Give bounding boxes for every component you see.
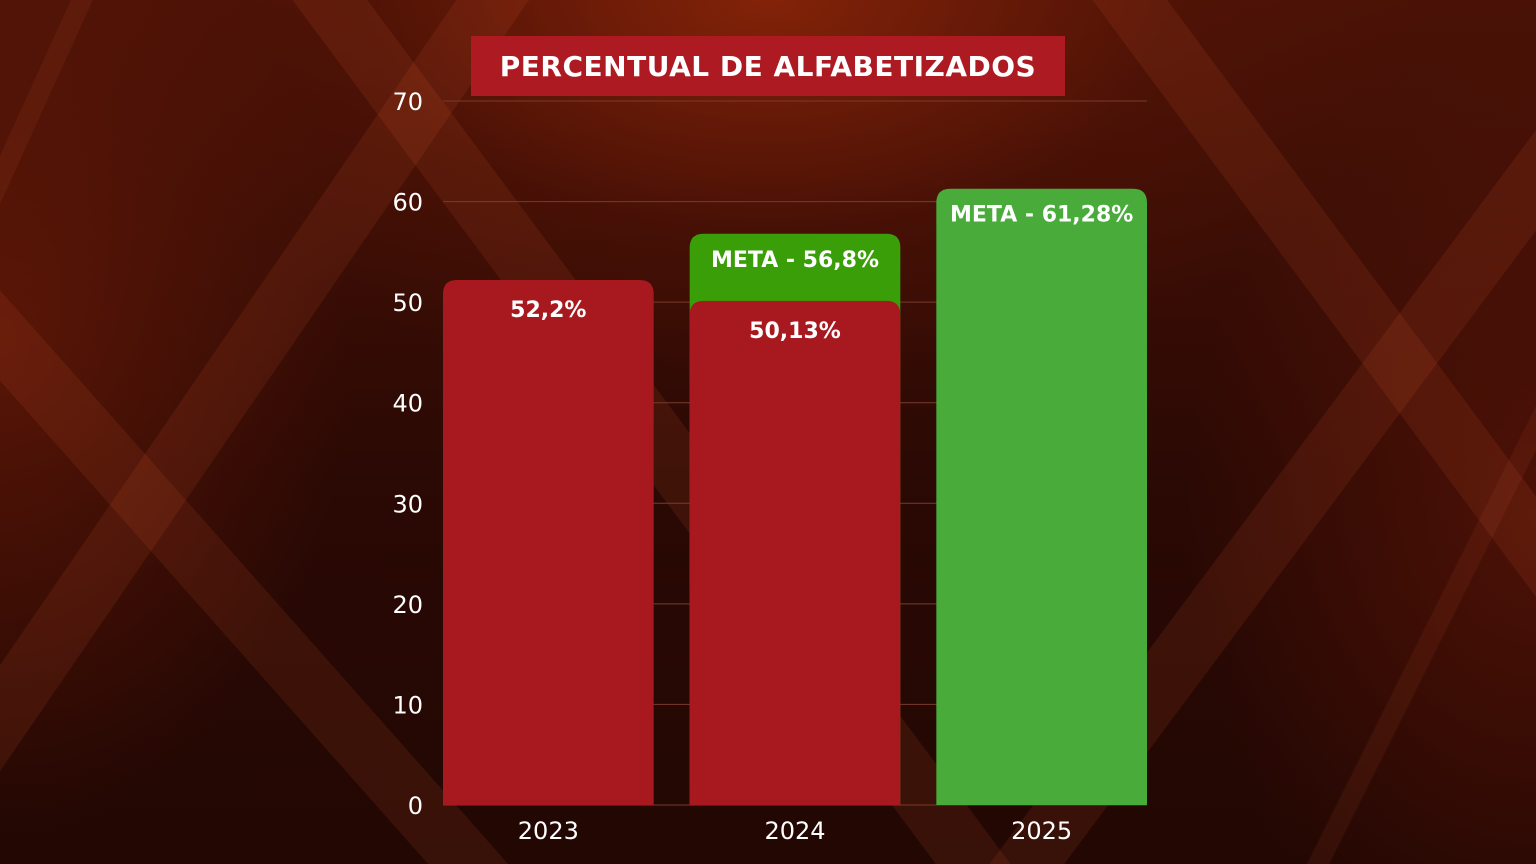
bar-label-meta-2024: META - 56,8% bbox=[711, 248, 879, 273]
y-tick-label-40: 40 bbox=[392, 390, 423, 418]
bar-meta-2025 bbox=[936, 188, 1147, 805]
bar-actual-2024 bbox=[689, 300, 901, 805]
bar-label-actual-2023: 52,2% bbox=[510, 298, 586, 323]
y-tick-label-10: 10 bbox=[392, 691, 423, 719]
y-tick-label-50: 50 bbox=[392, 289, 423, 317]
x-category-label-2023: 2023 bbox=[518, 817, 579, 845]
bar-label-meta-2025: META - 61,28% bbox=[950, 203, 1133, 228]
y-tick-label-30: 30 bbox=[392, 490, 423, 518]
x-axis-categories: 2023 2024 2025 bbox=[518, 817, 1072, 845]
y-tick-label-20: 20 bbox=[392, 591, 423, 619]
y-axis-ticks: 0 10 20 30 40 50 60 70 bbox=[392, 88, 423, 820]
x-category-label-2024: 2024 bbox=[764, 817, 825, 845]
chart-title: PERCENTUAL DE ALFABETIZADOS bbox=[499, 49, 1037, 83]
chart-title-box: PERCENTUAL DE ALFABETIZADOS bbox=[471, 36, 1065, 96]
bar-label-actual-2024: 50,13% bbox=[749, 319, 841, 344]
bars: 52,2% META - 56,8% 50,13% META - 61,28% bbox=[443, 188, 1147, 806]
y-tick-label-60: 60 bbox=[392, 189, 423, 217]
y-tick-label-0: 0 bbox=[408, 792, 423, 820]
x-category-label-2025: 2025 bbox=[1011, 817, 1072, 845]
bar-actual-2023 bbox=[443, 280, 654, 805]
y-tick-label-70: 70 bbox=[392, 88, 423, 116]
